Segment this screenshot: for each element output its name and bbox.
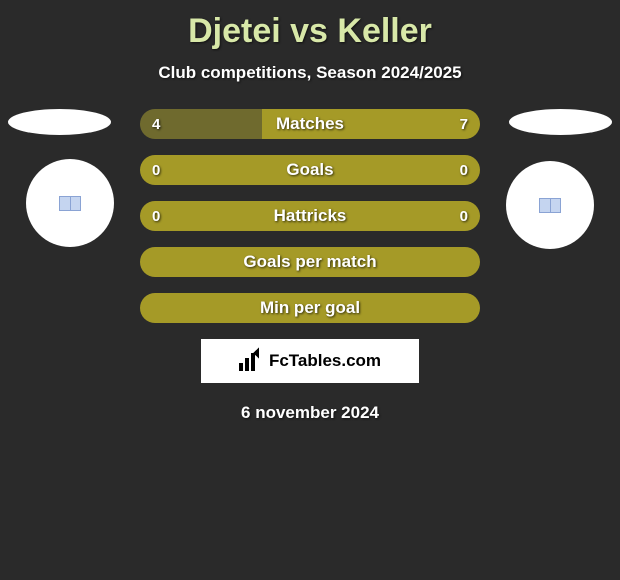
comparison-panel: Matches47Goals00Hattricks00Goals per mat… [0, 109, 620, 323]
stat-bar: Goals per match [140, 247, 480, 277]
stat-bars: Matches47Goals00Hattricks00Goals per mat… [140, 109, 480, 323]
stat-bar-left-value: 4 [152, 109, 160, 139]
stat-bar: Min per goal [140, 293, 480, 323]
stat-bar-left-value: 0 [152, 201, 160, 231]
stat-bar-right-value: 0 [460, 155, 468, 185]
stat-bar-right [310, 201, 480, 231]
stat-bar-right-value: 0 [460, 201, 468, 231]
brand-badge: FcTables.com [201, 339, 419, 383]
stat-bar: Matches47 [140, 109, 480, 139]
left-player-avatar [26, 159, 114, 247]
stat-bar-left [140, 201, 310, 231]
stat-bar-left [140, 293, 480, 323]
pitch-icon [539, 198, 561, 213]
stat-bar-left-value: 0 [152, 155, 160, 185]
stat-bar-right [310, 155, 480, 185]
stat-bar-left [140, 247, 480, 277]
chart-arrow-icon [239, 351, 263, 371]
right-ellipse-decoration [509, 109, 612, 135]
right-player-avatar [506, 161, 594, 249]
stat-bar: Hattricks00 [140, 201, 480, 231]
brand-text: FcTables.com [269, 351, 381, 371]
stat-bar-right [262, 109, 480, 139]
stat-bar-left [140, 155, 310, 185]
pitch-icon [59, 196, 81, 211]
date-label: 6 november 2024 [0, 403, 620, 423]
stat-bar-right-value: 7 [460, 109, 468, 139]
stat-bar: Goals00 [140, 155, 480, 185]
page-title: Djetei vs Keller [0, 0, 620, 51]
subtitle: Club competitions, Season 2024/2025 [0, 63, 620, 83]
left-ellipse-decoration [8, 109, 111, 135]
